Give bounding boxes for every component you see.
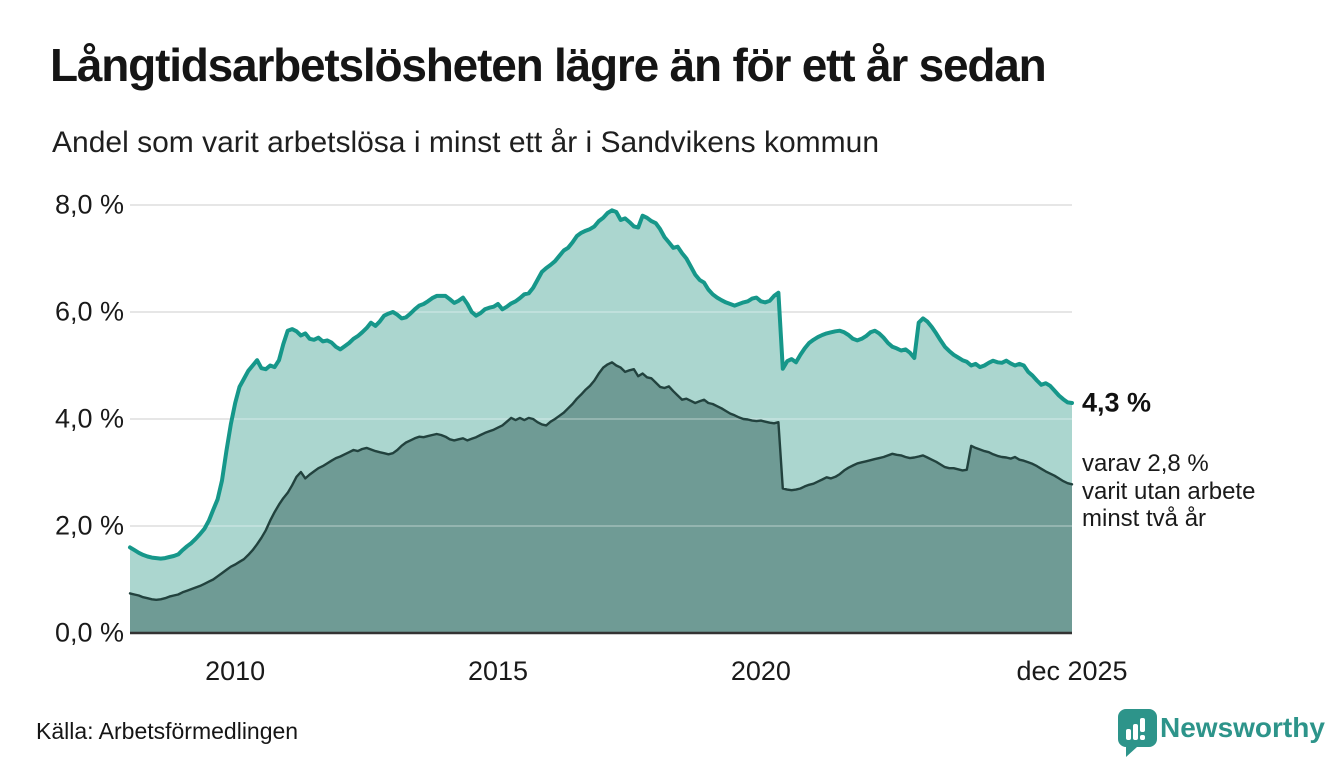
- source-caption: Källa: Arbetsförmedlingen: [36, 718, 299, 744]
- y-tick-label: 8,0 %: [54, 189, 124, 220]
- x-tick-label: 2015: [467, 656, 529, 686]
- secondary-value-note-line: varit utan arbete: [1082, 477, 1256, 505]
- secondary-value-note-line: minst två år: [1082, 505, 1207, 533]
- y-tick-label: 2,0 %: [54, 510, 124, 541]
- page-subtitle: Andel som varit arbetslösa i minst ett å…: [52, 126, 880, 159]
- y-tick-label: 0,0 %: [54, 617, 124, 648]
- latest-value-label: 4,3 %: [1082, 387, 1152, 418]
- x-tick-label: 2020: [730, 656, 791, 686]
- newsworthy-brand-name: Newsworthy: [1160, 712, 1325, 743]
- y-tick-label: 6,0 %: [54, 296, 124, 327]
- page-title: Långtidsarbetslösheten lägre än för ett …: [50, 39, 1047, 91]
- secondary-value-note-line: varav 2,8 %: [1082, 450, 1209, 477]
- x-tick-label: 2010: [205, 656, 266, 686]
- x-tick-label: dec 2025: [1016, 656, 1128, 686]
- y-tick-label: 4,0 %: [54, 403, 124, 434]
- newsworthy-logo-icon: [1118, 709, 1157, 757]
- secondary-value-note: varav 2,8 % varit utan arbete minst två år: [1082, 450, 1255, 533]
